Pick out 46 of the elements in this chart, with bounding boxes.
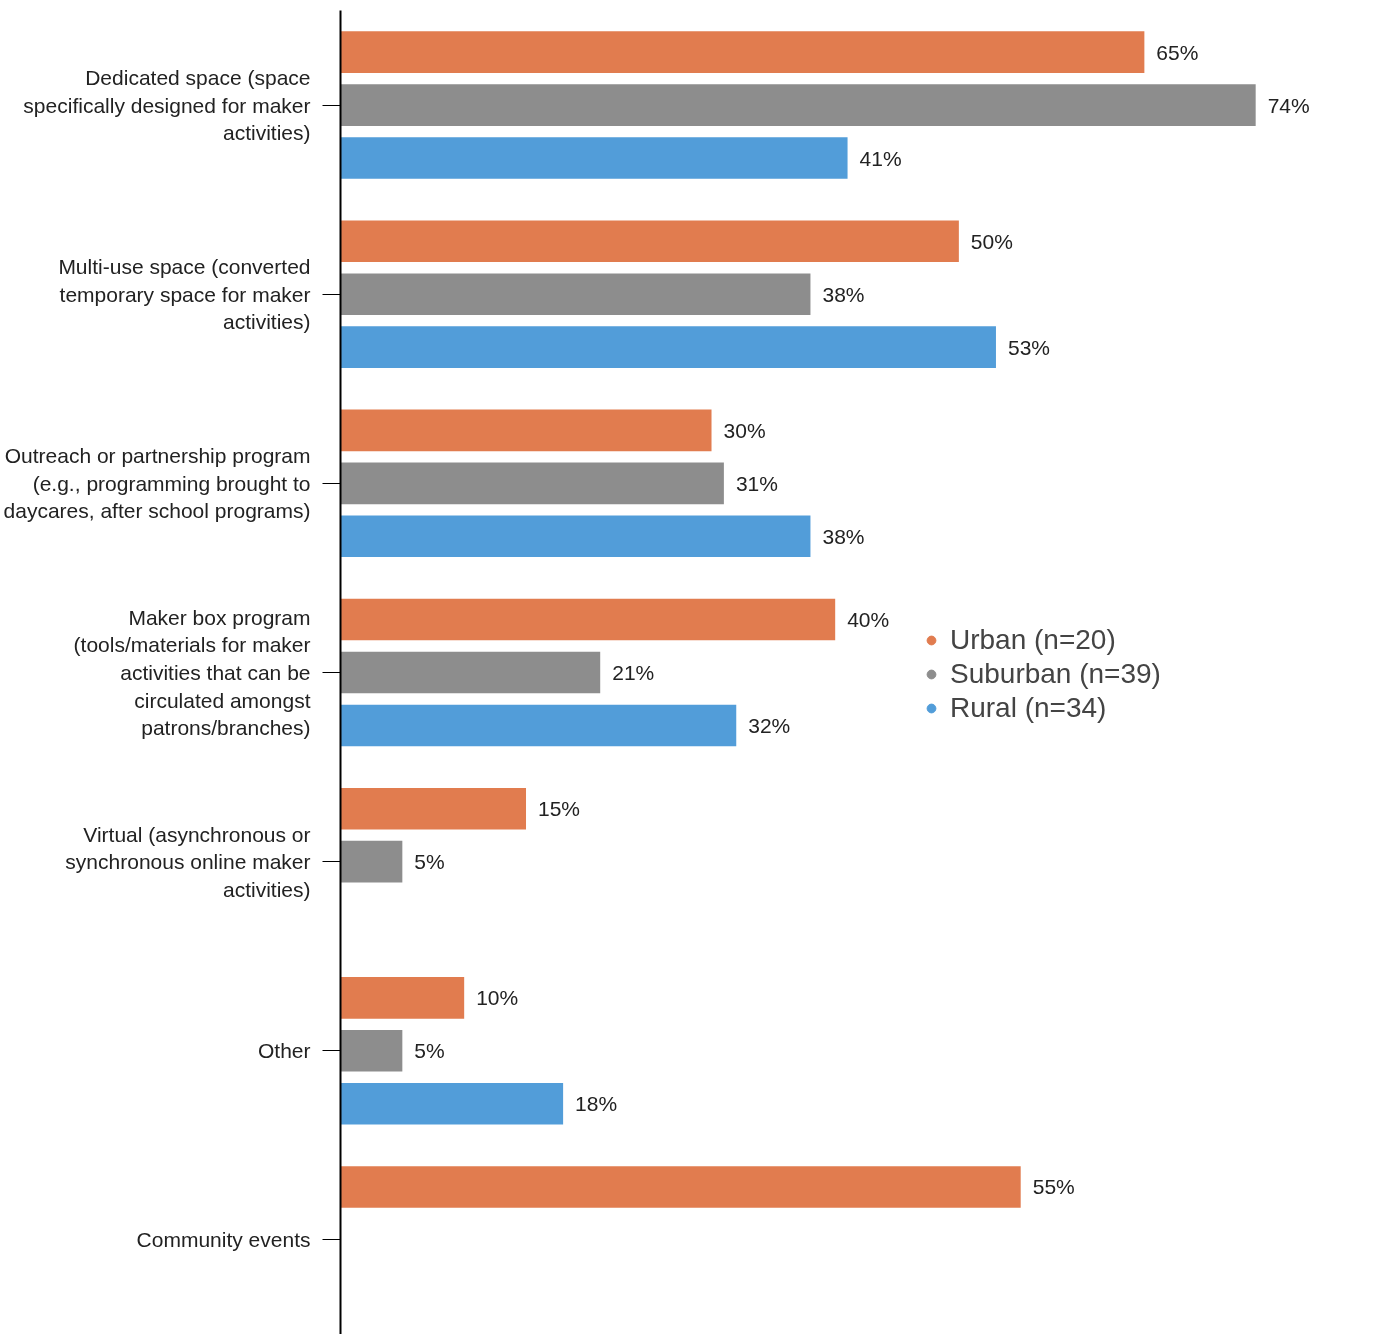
bar bbox=[340, 787, 527, 830]
bar bbox=[340, 326, 996, 368]
bar bbox=[340, 409, 712, 452]
bar bbox=[340, 651, 601, 694]
legend-label: Suburban (n=39) bbox=[950, 658, 1161, 690]
bar bbox=[340, 220, 959, 263]
data-label: 32% bbox=[748, 713, 791, 737]
bar bbox=[340, 84, 1256, 126]
bar bbox=[340, 462, 724, 505]
data-label: 30% bbox=[723, 418, 766, 442]
data-label: 38% bbox=[822, 282, 865, 306]
bar bbox=[340, 1166, 1021, 1208]
y-tick-label: Multi-use space (converted temporary space for maker activities) bbox=[58, 255, 311, 334]
data-label: 74% bbox=[1267, 93, 1310, 117]
data-label: 10% bbox=[476, 986, 519, 1010]
y-tick-label: Outreach or partnership program (e.g., programming brought to daycares, after school programs) bbox=[3, 444, 311, 523]
y-tick-label: Maker box program (tools/materials for maker activities that can be circulated amongst patrons/branches) bbox=[73, 605, 311, 740]
bar bbox=[340, 273, 811, 316]
data-label: 21% bbox=[612, 661, 655, 684]
data-label: 5% bbox=[414, 850, 445, 874]
data-label: 53% bbox=[1007, 335, 1050, 359]
bar bbox=[340, 977, 465, 1019]
data-label: 18% bbox=[575, 1092, 618, 1116]
bar bbox=[340, 840, 403, 883]
y-tick-label: Community events bbox=[136, 1228, 311, 1252]
bar bbox=[340, 598, 836, 641]
bar bbox=[340, 31, 1145, 73]
data-label: 65% bbox=[1156, 40, 1199, 64]
data-label: 15% bbox=[538, 797, 581, 821]
bar bbox=[340, 704, 737, 747]
data-label: 5% bbox=[414, 1039, 445, 1063]
data-label: 41% bbox=[859, 146, 902, 170]
data-label: 40% bbox=[847, 608, 890, 632]
data-label: 38% bbox=[822, 524, 865, 548]
y-tick-label: Virtual (asynchronous or synchronous online maker activities) bbox=[65, 822, 311, 901]
y-tick-label: Other bbox=[257, 1039, 311, 1063]
bar bbox=[340, 1029, 403, 1072]
bar bbox=[340, 1082, 564, 1125]
bar bbox=[340, 515, 811, 558]
data-label: 31% bbox=[735, 471, 778, 495]
bar bbox=[340, 137, 848, 179]
data-label: 55% bbox=[1032, 1175, 1075, 1199]
legend-label: Urban (n=20) bbox=[950, 624, 1116, 656]
legend-label: Rural (n=34) bbox=[950, 692, 1107, 724]
data-label: 50% bbox=[970, 229, 1013, 253]
y-tick-label: Dedicated space (space specifically designed for maker activities) bbox=[23, 65, 311, 145]
